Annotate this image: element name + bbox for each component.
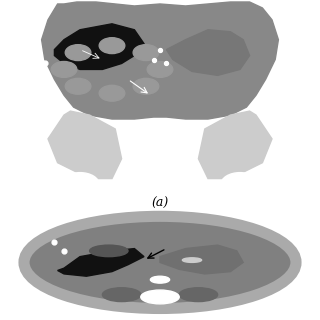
Polygon shape: [147, 129, 173, 182]
Point: [52, 239, 57, 244]
Ellipse shape: [24, 216, 296, 308]
Circle shape: [179, 288, 218, 301]
Point: [61, 248, 67, 253]
Point: [266, 87, 271, 92]
Point: [42, 61, 47, 66]
Polygon shape: [58, 249, 144, 276]
Circle shape: [133, 78, 159, 94]
Circle shape: [61, 172, 99, 196]
Point: [164, 61, 169, 66]
Circle shape: [65, 78, 91, 94]
Circle shape: [102, 288, 141, 301]
Circle shape: [65, 45, 91, 60]
Polygon shape: [166, 30, 250, 76]
Ellipse shape: [90, 245, 128, 257]
Circle shape: [99, 38, 125, 53]
Polygon shape: [160, 245, 243, 274]
Circle shape: [133, 45, 159, 60]
Polygon shape: [54, 24, 144, 69]
Polygon shape: [198, 111, 272, 179]
Polygon shape: [134, 163, 186, 182]
Polygon shape: [48, 111, 122, 179]
Point: [151, 57, 156, 62]
Polygon shape: [42, 2, 278, 119]
Circle shape: [150, 276, 170, 283]
Point: [49, 87, 54, 92]
Circle shape: [99, 85, 125, 101]
Circle shape: [141, 290, 179, 304]
Circle shape: [221, 172, 259, 196]
Circle shape: [51, 61, 77, 77]
Point: [157, 47, 163, 52]
Text: (a): (a): [151, 197, 169, 210]
Ellipse shape: [182, 258, 202, 262]
Point: [42, 73, 47, 78]
Circle shape: [147, 61, 173, 77]
